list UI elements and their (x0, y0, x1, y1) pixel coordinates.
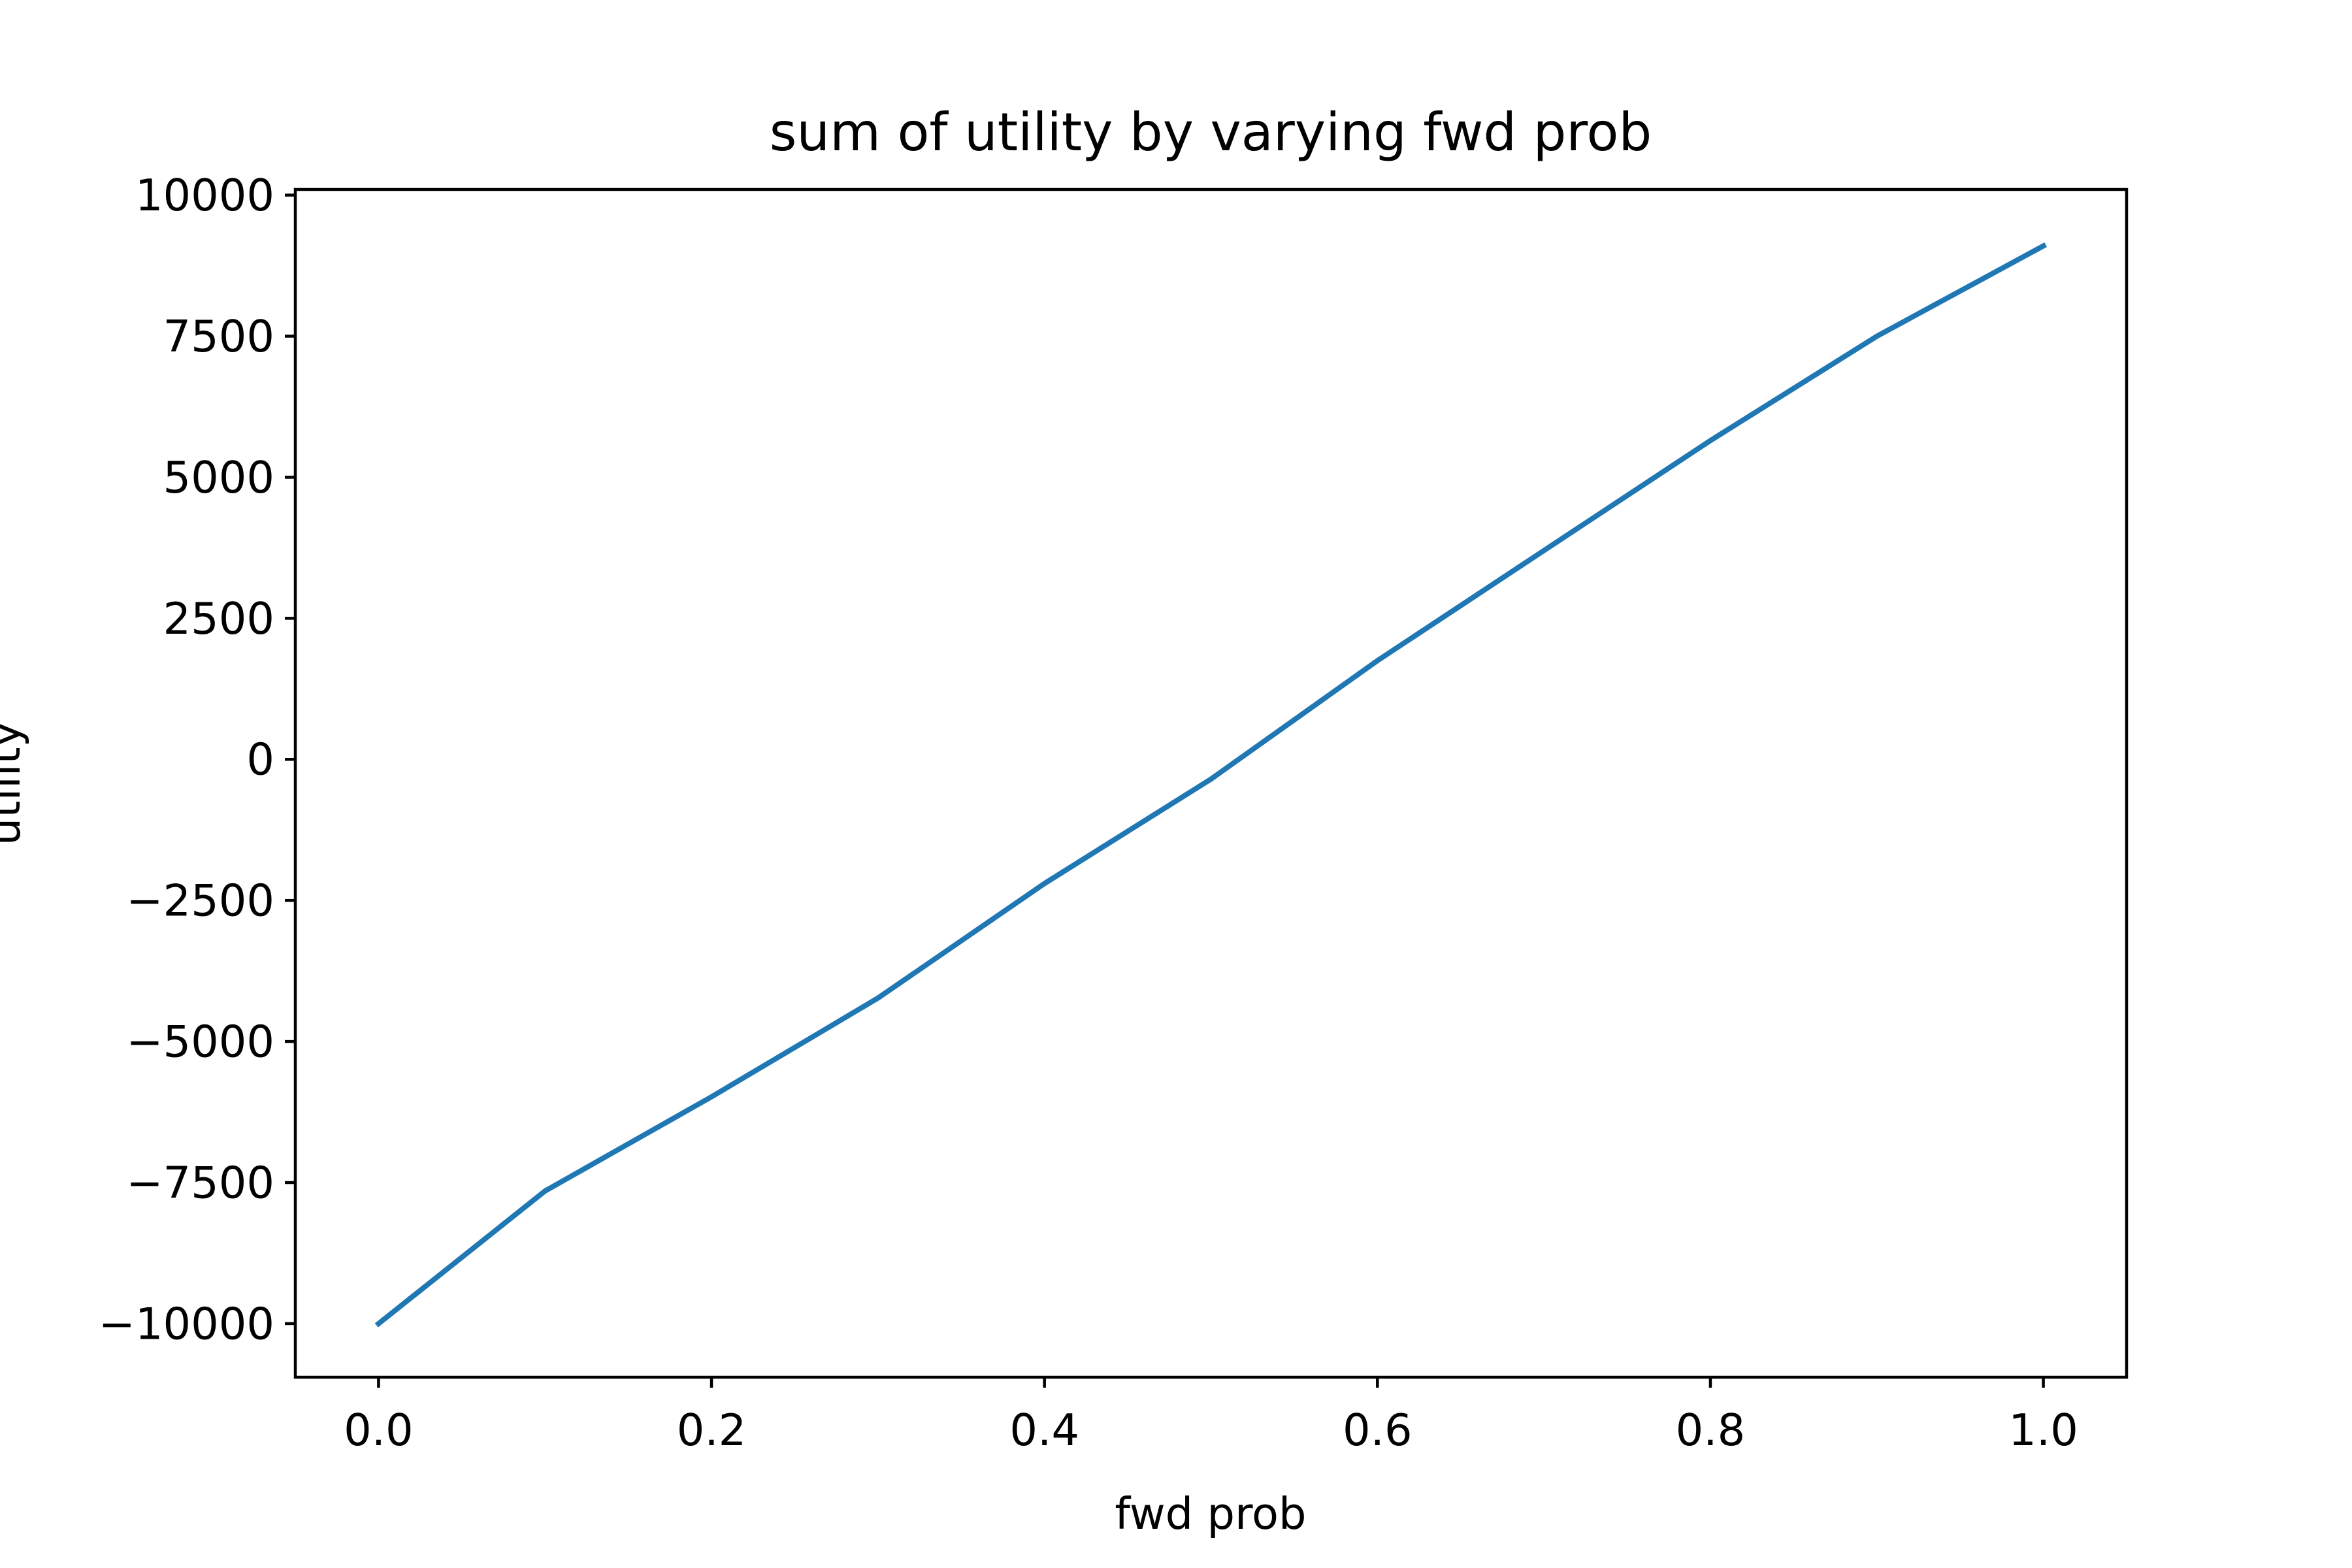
y-axis-ticks: 10000 7500 5000 2500 0 −2500 −5000 −7500 −10000 (99, 170, 295, 1349)
y-tick-label: −10000 (99, 1298, 274, 1349)
y-tick-label: 5000 (163, 452, 274, 503)
x-tick-label: 0.0 (344, 1405, 414, 1456)
y-axis-label: utility (0, 721, 30, 846)
y-tick-label: −2500 (126, 875, 274, 926)
x-tick-label: 0.4 (1009, 1405, 1079, 1456)
x-tick-label: 0.8 (1676, 1405, 1746, 1456)
x-axis-ticks: 0.0 0.2 0.4 0.6 0.8 1.0 (344, 1377, 2078, 1456)
y-tick-label: 10000 (135, 170, 274, 221)
y-tick-label: −5000 (126, 1017, 274, 1068)
plot-area-frame (293, 188, 2129, 1379)
y-tick-label: 2500 (163, 593, 274, 644)
x-tick-label: 0.2 (677, 1405, 747, 1456)
series-line (374, 242, 2048, 1328)
y-tick-label: 0 (246, 734, 274, 785)
y-tick-label: −7500 (126, 1157, 274, 1208)
x-axis-label: fwd prob (1115, 1488, 1306, 1539)
x-tick-label: 1.0 (2008, 1405, 2078, 1456)
chart-title: sum of utility by varying fwd prob (770, 102, 1652, 163)
x-tick-label: 0.6 (1343, 1405, 1413, 1456)
y-tick-label: 7500 (163, 311, 274, 362)
